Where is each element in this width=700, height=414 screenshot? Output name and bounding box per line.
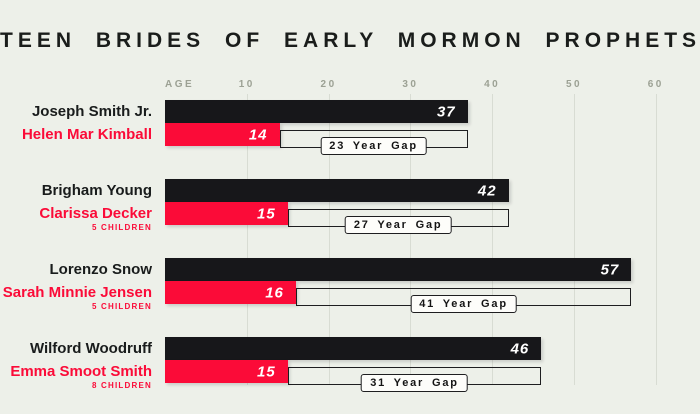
axis-tick-40: 40 xyxy=(484,79,501,90)
axis-tick-20: 20 xyxy=(320,79,337,90)
bride-age-value: 14 xyxy=(248,126,268,143)
gridline-30 xyxy=(410,94,412,385)
gridline-60 xyxy=(655,94,657,385)
gridline-40 xyxy=(492,94,494,385)
chart-title: TEEN BRIDES OF EARLY MORMON PROPHETS xyxy=(0,29,700,52)
prophet-age-value: 37 xyxy=(436,103,456,120)
prophet-name-label: Lorenzo Snow xyxy=(49,261,153,278)
axis-tick-50: 50 xyxy=(565,79,583,90)
prophet-bar: 46 xyxy=(165,337,542,360)
bride-age-value: 16 xyxy=(265,284,284,301)
children-label: 5 CHILDREN xyxy=(91,223,152,232)
children-label: 8 CHILDREN xyxy=(91,381,152,390)
prophet-name-label: Joseph Smith Jr. xyxy=(31,103,152,120)
bride-name-label: Helen Mar Kimball xyxy=(21,126,152,143)
children-label: 5 CHILDREN xyxy=(91,302,152,311)
prophet-bar: 42 xyxy=(165,179,509,202)
bride-bar: 15 xyxy=(165,360,288,383)
prophet-bar: 57 xyxy=(165,258,632,281)
bride-age-value: 15 xyxy=(257,363,276,380)
year-gap-label: 31 Year Gap xyxy=(361,374,468,392)
gridline-20 xyxy=(328,94,330,385)
axis-tick-60: 60 xyxy=(647,79,664,90)
bride-bar: 16 xyxy=(165,281,296,304)
year-gap-label: 23 Year Gap xyxy=(320,137,427,155)
bride-name-label: Clarissa Decker xyxy=(39,205,152,222)
bride-bar: 15 xyxy=(165,202,288,225)
axis-tick-10: 10 xyxy=(238,79,255,90)
prophet-name-label: Brigham Young xyxy=(41,182,152,199)
axis-age-label: AGE xyxy=(165,79,195,90)
prophet-name-label: Wilford Woodruff xyxy=(29,340,152,357)
year-gap-label: 27 Year Gap xyxy=(344,216,452,234)
year-gap-label: 41 Year Gap xyxy=(410,295,517,313)
bride-age-value: 15 xyxy=(257,205,276,222)
bride-name-label: Emma Smoot Smith xyxy=(10,363,152,380)
bride-bar: 14 xyxy=(165,123,280,146)
prophet-bar: 37 xyxy=(165,100,468,123)
bride-name-label: Sarah Minnie Jensen xyxy=(2,284,152,301)
prophet-age-value: 42 xyxy=(477,182,497,199)
gridline-10 xyxy=(246,94,248,385)
gridline-50 xyxy=(574,94,575,385)
prophet-age-value: 57 xyxy=(600,261,620,278)
axis-tick-30: 30 xyxy=(402,79,419,90)
prophet-age-value: 46 xyxy=(510,340,530,357)
